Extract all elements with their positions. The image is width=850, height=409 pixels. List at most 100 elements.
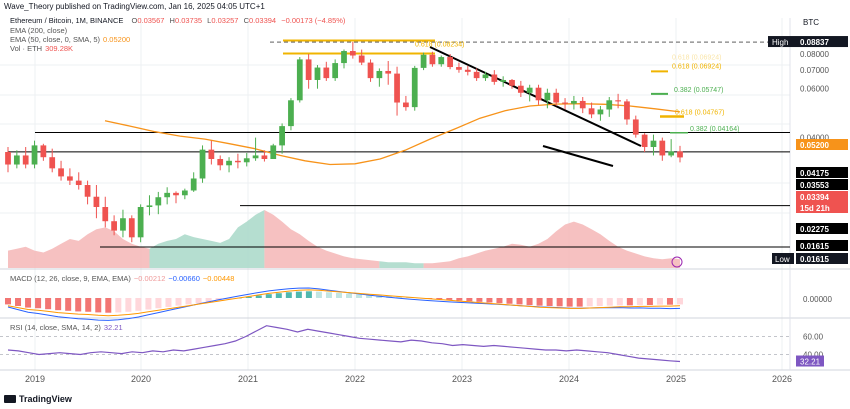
wedge-lower-line — [542, 145, 614, 167]
macd-hist-bar — [546, 298, 553, 306]
price-tick-label: 0.07000 — [800, 66, 829, 75]
grid — [0, 18, 850, 371]
candle-body — [217, 158, 224, 166]
candle-body — [632, 119, 639, 135]
candle-body — [67, 176, 73, 181]
ohlc-low: 0.03257 — [211, 16, 239, 25]
ohlc-high-label: H — [169, 16, 175, 25]
macd-hist-bar — [516, 298, 523, 305]
price-tick-label: 0.04000 — [800, 134, 829, 143]
candle-body — [128, 218, 135, 238]
legend-ema50-value: 0.05200 — [103, 35, 131, 44]
macd-hist-bar — [5, 298, 11, 305]
candle-body — [659, 140, 666, 156]
macd-hist-bar — [35, 298, 42, 309]
candle-body — [75, 180, 82, 186]
candle-body — [403, 102, 409, 108]
time-tick-label: 2021 — [238, 374, 258, 384]
macd-hist-bar — [335, 292, 342, 298]
macd-hist-bar — [165, 298, 172, 307]
macd-hist-bar — [356, 294, 363, 298]
candle-body — [420, 54, 427, 68]
candle-body — [102, 207, 109, 222]
macd-hist-bar — [225, 298, 232, 300]
price-badge-bg — [796, 240, 848, 251]
candle-body — [31, 145, 38, 165]
macd-hist-bar — [586, 298, 593, 307]
candle-body — [624, 101, 630, 120]
candle-body — [296, 59, 303, 101]
fib-label: 0.618 (0.08234) — [415, 42, 464, 49]
macd-hist-bar — [275, 293, 282, 298]
tradingview-footer[interactable]: TradingView — [4, 394, 72, 404]
candle-body — [323, 67, 330, 79]
macd-hist-bar — [506, 298, 513, 304]
candle-body — [155, 197, 162, 206]
macd-hist-bar — [366, 294, 373, 298]
volume-region — [264, 210, 380, 268]
candle-body — [429, 54, 436, 65]
price-badge-bg — [796, 223, 848, 234]
candle-body — [650, 140, 657, 148]
macd-hist-bar — [456, 298, 463, 301]
macd-hist-bar — [135, 298, 142, 311]
time-tick-label: 2025 — [666, 374, 686, 384]
macd-hist-bar — [466, 298, 473, 302]
macd-hist-bar — [536, 298, 543, 306]
macd-hist-bar — [15, 298, 22, 306]
volume-area — [8, 210, 680, 268]
macd-hist-bar — [125, 298, 132, 312]
fib-label: 0.618 (0.04767) — [675, 109, 724, 116]
candle-body — [173, 192, 179, 196]
macd-hist-bar — [666, 298, 673, 305]
legend-ema200[interactable]: EMA (200, close) — [10, 26, 67, 35]
pair-title: Ethereum / Bitcoin, 1M, BINANCE — [10, 16, 124, 25]
macd-hist-bar — [55, 298, 62, 311]
pair-title-row: Ethereum / Bitcoin, 1M, BINANCE O0.03567… — [10, 16, 348, 25]
macd-hist-bar — [75, 298, 82, 312]
macd-hist-bar — [656, 298, 663, 305]
macd-hist-bar — [576, 298, 583, 307]
fib-label: 0.382 (0.04164) — [690, 126, 739, 133]
candle-body — [615, 100, 621, 102]
legend-rsi[interactable]: RSI (14, close, SMA, 14, 2) 32.21 — [10, 323, 123, 332]
macd-hist-bar — [205, 298, 212, 302]
candle-body — [544, 92, 551, 101]
candle-body — [517, 85, 524, 93]
price-badge-bg — [796, 139, 848, 150]
time-tick-label: 2024 — [559, 374, 579, 384]
candle-body — [641, 134, 648, 148]
candle-body — [93, 196, 100, 208]
legend-ema50[interactable]: EMA (50, close, 0, SMA, 5) 0.05200 — [10, 35, 130, 44]
macd-pane — [5, 287, 683, 321]
rsi-badge-bg — [796, 355, 824, 367]
candle-body — [677, 151, 683, 158]
macd-hist-bar — [556, 298, 563, 307]
price-badge-bg — [796, 202, 848, 213]
candle-body — [535, 87, 542, 101]
candle-body — [367, 62, 374, 79]
candle-body — [447, 57, 453, 68]
time-tick-label: 2026 — [772, 374, 792, 384]
candle-body — [84, 185, 91, 197]
candle-body — [473, 71, 480, 79]
legend-macd[interactable]: MACD (12, 26, close, 9, EMA, EMA) −0.0021… — [10, 274, 234, 283]
low-tag-bg — [772, 253, 794, 264]
candle-body — [394, 73, 400, 103]
price-badge-bg — [796, 179, 848, 190]
macd-hist-bar — [526, 298, 533, 306]
legend-vol[interactable]: Vol · ETH 309.28K — [10, 44, 73, 53]
high-value-bg — [796, 36, 848, 48]
tradingview-brand: TradingView — [19, 394, 72, 404]
macd-hist-bar — [677, 298, 683, 305]
price-badge: 0.03553 — [800, 181, 829, 190]
low-tag-label: Low — [775, 255, 790, 264]
macd-hist-bar — [175, 298, 182, 306]
low-value: 0.01615 — [800, 255, 829, 264]
rsi-tick-label: 60.00 — [803, 333, 824, 342]
candle-body — [341, 51, 347, 64]
candle-body — [562, 102, 568, 104]
rsi-tick-label: 40.00 — [803, 351, 824, 360]
macd-hist-bar — [145, 298, 152, 310]
